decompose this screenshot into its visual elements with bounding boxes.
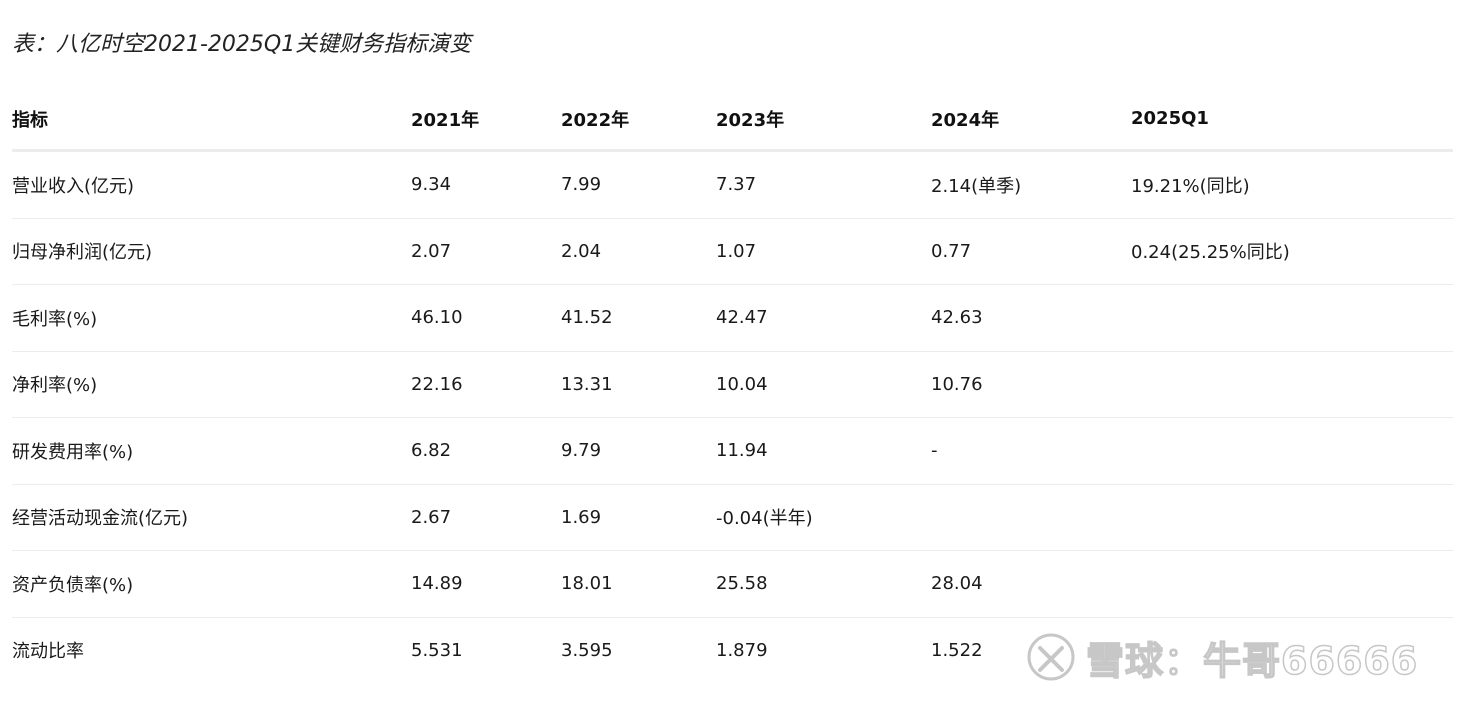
cell-2024: 2.14(单季) bbox=[931, 150, 1131, 219]
header-2025q1: 2025Q1 bbox=[1131, 88, 1453, 152]
indicator-name: 经营活动现金流(亿元) bbox=[12, 484, 411, 551]
table-row: 资产负债率(%) 14.89 18.01 25.58 28.04 bbox=[12, 550, 1453, 618]
indicator-name: 研发费用率(%) bbox=[12, 417, 411, 485]
table-row: 净利率(%) 22.16 13.31 10.04 10.76 bbox=[12, 351, 1453, 418]
cell-2025q1 bbox=[1131, 484, 1453, 551]
table-row: 营业收入(亿元) 9.34 7.99 7.37 2.14(单季) 19.21%(… bbox=[12, 150, 1453, 219]
cell-2023: 1.07 bbox=[716, 218, 931, 285]
cell-2025q1 bbox=[1131, 617, 1453, 683]
cell-2022: 13.31 bbox=[561, 351, 716, 418]
cell-2021: 46.10 bbox=[411, 284, 561, 352]
cell-2022: 3.595 bbox=[561, 639, 613, 661]
table-row: 毛利率(%) 46.10 41.52 42.47 42.63 bbox=[12, 284, 1453, 352]
cell-2022: 18.01 bbox=[561, 550, 716, 618]
indicator-name: 资产负债率(%) bbox=[12, 550, 411, 618]
cell-2024: 10.76 bbox=[931, 351, 1131, 418]
cell-2021: 6.82 bbox=[411, 417, 561, 485]
cell-2024: 1.522 bbox=[931, 639, 983, 661]
cell-2025q1: 19.21%(同比) bbox=[1131, 150, 1453, 219]
indicator-name: 毛利率(%) bbox=[12, 284, 411, 352]
cell-2022: 41.52 bbox=[561, 284, 716, 352]
cell-2023: 11.94 bbox=[716, 417, 931, 485]
header-2022: 2022年 bbox=[561, 88, 716, 152]
table-title: 表：八亿时空2021-2025Q1关键财务指标演变 bbox=[12, 32, 472, 57]
cell-2025q1: 0.24(25.25%同比) bbox=[1131, 218, 1453, 285]
table-row: 流动比率 5.531 3.595 1.879 1.522 bbox=[12, 617, 1453, 683]
table-header-row: 指标 2021年 2022年 2023年 2024年 2025Q1 bbox=[12, 88, 1453, 152]
cell-2025q1 bbox=[1131, 550, 1453, 618]
table-row: 研发费用率(%) 6.82 9.79 11.94 - bbox=[12, 417, 1453, 485]
indicator-name: 净利率(%) bbox=[12, 351, 411, 418]
cell-2024: 42.63 bbox=[931, 284, 1131, 352]
cell-2021: 14.89 bbox=[411, 550, 561, 618]
header-indicator: 指标 bbox=[12, 88, 411, 152]
cell-2025q1 bbox=[1131, 284, 1453, 352]
cell-2021: 2.67 bbox=[411, 484, 561, 551]
header-2023: 2023年 bbox=[716, 88, 931, 152]
cell-2023: 25.58 bbox=[716, 550, 931, 618]
header-2024: 2024年 bbox=[931, 88, 1131, 152]
cell-2021: 9.34 bbox=[411, 150, 561, 219]
cell-2024: - bbox=[931, 417, 1131, 485]
cell-2025q1 bbox=[1131, 417, 1453, 485]
table-row: 归母净利润(亿元) 2.07 2.04 1.07 0.77 0.24(25.25… bbox=[12, 218, 1453, 285]
indicator-name: 归母净利润(亿元) bbox=[12, 218, 411, 285]
cell-2021: 5.531 bbox=[411, 639, 463, 661]
cell-2023: 10.04 bbox=[716, 351, 931, 418]
cell-2023: 42.47 bbox=[716, 284, 931, 352]
cell-2024: 0.77 bbox=[931, 218, 1131, 285]
table-row: 经营活动现金流(亿元) 2.67 1.69 -0.04(半年) bbox=[12, 484, 1453, 551]
cell-2023: 1.879 bbox=[716, 639, 768, 661]
financial-indicators-table: 指标 2021年 2022年 2023年 2024年 2025Q1 营业收入(亿… bbox=[12, 88, 1453, 683]
cell-2024: 28.04 bbox=[931, 550, 1131, 618]
indicator-name: 流动比率 bbox=[12, 641, 84, 663]
indicator-name: 营业收入(亿元) bbox=[12, 150, 411, 219]
cell-2022: 9.79 bbox=[561, 417, 716, 485]
cell-2022: 7.99 bbox=[561, 150, 716, 219]
header-2021: 2021年 bbox=[411, 88, 561, 152]
cell-2022: 1.69 bbox=[561, 484, 716, 551]
cell-2021: 2.07 bbox=[411, 218, 561, 285]
cell-2023: 7.37 bbox=[716, 150, 931, 219]
cell-2025q1 bbox=[1131, 351, 1453, 418]
cell-2023: -0.04(半年) bbox=[716, 484, 931, 551]
cell-2021: 22.16 bbox=[411, 351, 561, 418]
cell-2022: 2.04 bbox=[561, 218, 716, 285]
cell-2024 bbox=[931, 484, 1131, 551]
